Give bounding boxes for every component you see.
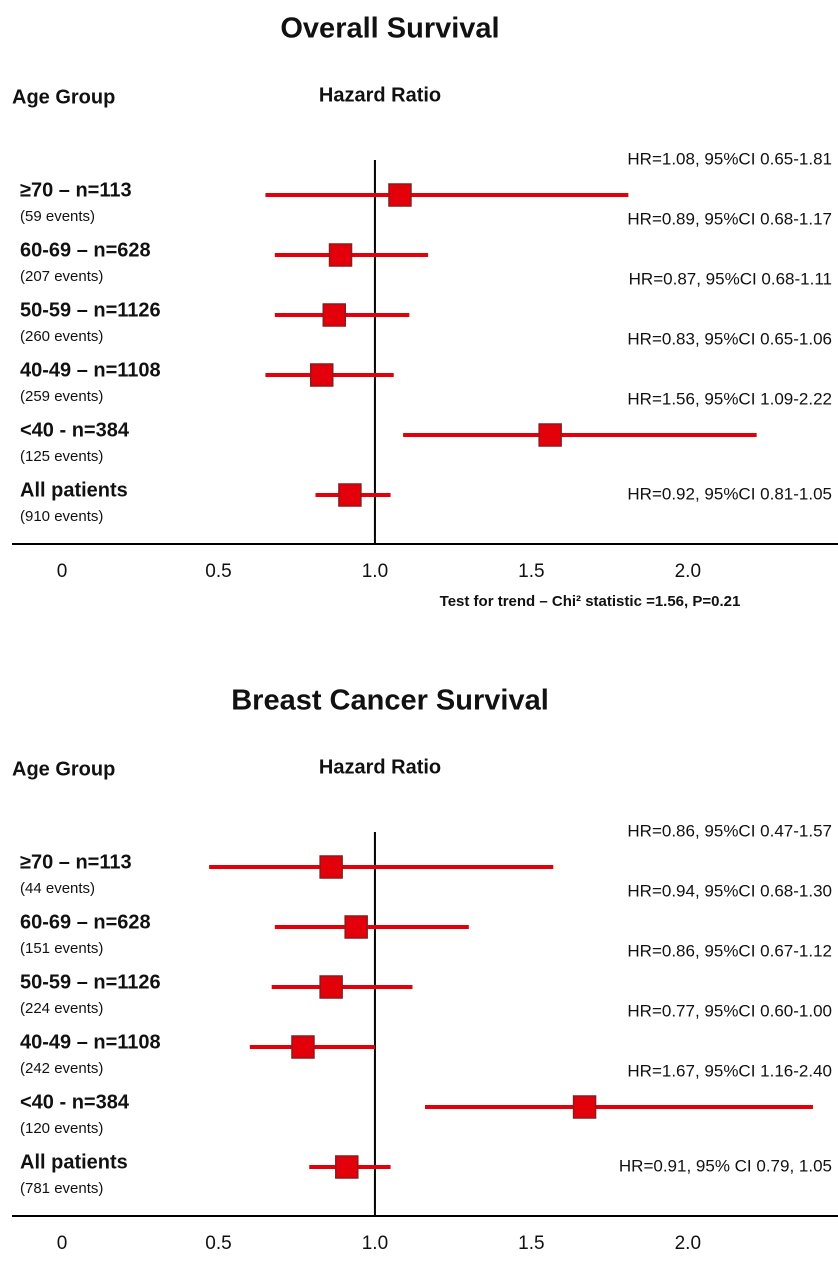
row-label: 60-69 – n=628 xyxy=(20,239,151,261)
hazard-ratio-box xyxy=(291,1035,315,1059)
value-label: HR=1.67, 95%CI 1.16-2.40 xyxy=(627,1061,832,1080)
value-label: HR=0.94, 95%CI 0.68-1.30 xyxy=(627,881,832,900)
row-label: ≥70 – n=113 xyxy=(20,179,132,201)
x-axis-label: Hazard Ratio xyxy=(319,756,441,778)
x-tick-label: 1.0 xyxy=(362,1233,388,1254)
x-tick-label: 0.5 xyxy=(205,1233,231,1254)
footnote: Test for trend – Chi² statistic =2.66, P… xyxy=(440,1265,741,1266)
x-tick-label: 0.5 xyxy=(205,561,231,582)
row-sublabel: (207 events) xyxy=(20,268,103,285)
hazard-ratio-box xyxy=(538,423,562,447)
row-label: 40-49 – n=1108 xyxy=(20,359,161,381)
value-label: HR=0.86, 95%CI 0.47-1.57 xyxy=(627,821,832,840)
hazard-ratio-box xyxy=(319,855,343,879)
value-label: HR=1.08, 95%CI 0.65-1.81 xyxy=(627,149,832,168)
row-label: 50-59 – n=1126 xyxy=(20,299,161,321)
row-sublabel: (242 events) xyxy=(20,1060,103,1077)
hazard-ratio-box xyxy=(335,1155,359,1179)
row-sublabel: (59 events) xyxy=(20,208,95,225)
value-label: HR=0.87, 95%CI 0.68-1.11 xyxy=(629,269,832,288)
row-sublabel: (781 events) xyxy=(20,1180,103,1197)
hazard-ratio-box xyxy=(572,1095,597,1119)
hazard-ratio-box xyxy=(322,303,347,327)
row-label: <40 - n=384 xyxy=(20,1091,130,1113)
chart-title: Overall Survival xyxy=(280,13,499,45)
hazard-ratio-box xyxy=(328,243,353,267)
row-header: Age Group xyxy=(12,86,115,108)
row-sublabel: (125 events) xyxy=(20,448,103,465)
row-sublabel: (44 events) xyxy=(20,880,95,897)
x-axis-label: Hazard Ratio xyxy=(319,84,441,106)
row-sublabel: (259 events) xyxy=(20,388,103,405)
x-tick-label: 1.0 xyxy=(362,561,388,582)
hazard-ratio-box xyxy=(344,915,368,939)
row-label: 50-59 – n=1126 xyxy=(20,971,161,993)
value-label: HR=0.83, 95%CI 0.65-1.06 xyxy=(627,329,832,348)
value-label: HR=0.86, 95%CI 0.67-1.12 xyxy=(627,941,832,960)
row-sublabel: (151 events) xyxy=(20,940,103,957)
row-header: Age Group xyxy=(12,758,115,780)
row-sublabel: (910 events) xyxy=(20,508,103,525)
hazard-ratio-box xyxy=(338,483,362,507)
row-label: 40-49 – n=1108 xyxy=(20,1031,161,1053)
row-label: ≥70 – n=113 xyxy=(20,851,132,873)
value-label: HR=0.91, 95% CI 0.79, 1.05 xyxy=(619,1156,832,1175)
hazard-ratio-box xyxy=(388,183,412,207)
row-label: All patients xyxy=(20,479,128,501)
value-label: HR=0.92, 95%CI 0.81-1.05 xyxy=(627,484,832,503)
hazard-ratio-box xyxy=(319,975,343,999)
footnote: Test for trend – Chi² statistic =1.56, P… xyxy=(440,593,741,610)
row-label: <40 - n=384 xyxy=(20,419,130,441)
x-tick-label: 2.0 xyxy=(675,1233,701,1254)
x-tick-label: 0 xyxy=(57,1233,68,1254)
row-sublabel: (260 events) xyxy=(20,328,103,345)
x-tick-label: 2.0 xyxy=(675,561,701,582)
row-sublabel: (224 events) xyxy=(20,1000,103,1017)
hazard-ratio-box xyxy=(310,363,334,387)
value-label: HR=0.89, 95%CI 0.68-1.17 xyxy=(627,209,832,228)
chart-title: Breast Cancer Survival xyxy=(231,685,549,717)
value-label: HR=1.56, 95%CI 1.09-2.22 xyxy=(627,389,832,408)
x-tick-label: 1.5 xyxy=(518,561,544,582)
row-label: 60-69 – n=628 xyxy=(20,911,151,933)
row-label: All patients xyxy=(20,1151,128,1173)
value-label: HR=0.77, 95%CI 0.60-1.00 xyxy=(627,1001,832,1020)
x-tick-label: 0 xyxy=(57,561,68,582)
row-sublabel: (120 events) xyxy=(20,1120,103,1137)
x-tick-label: 1.5 xyxy=(518,1233,544,1254)
